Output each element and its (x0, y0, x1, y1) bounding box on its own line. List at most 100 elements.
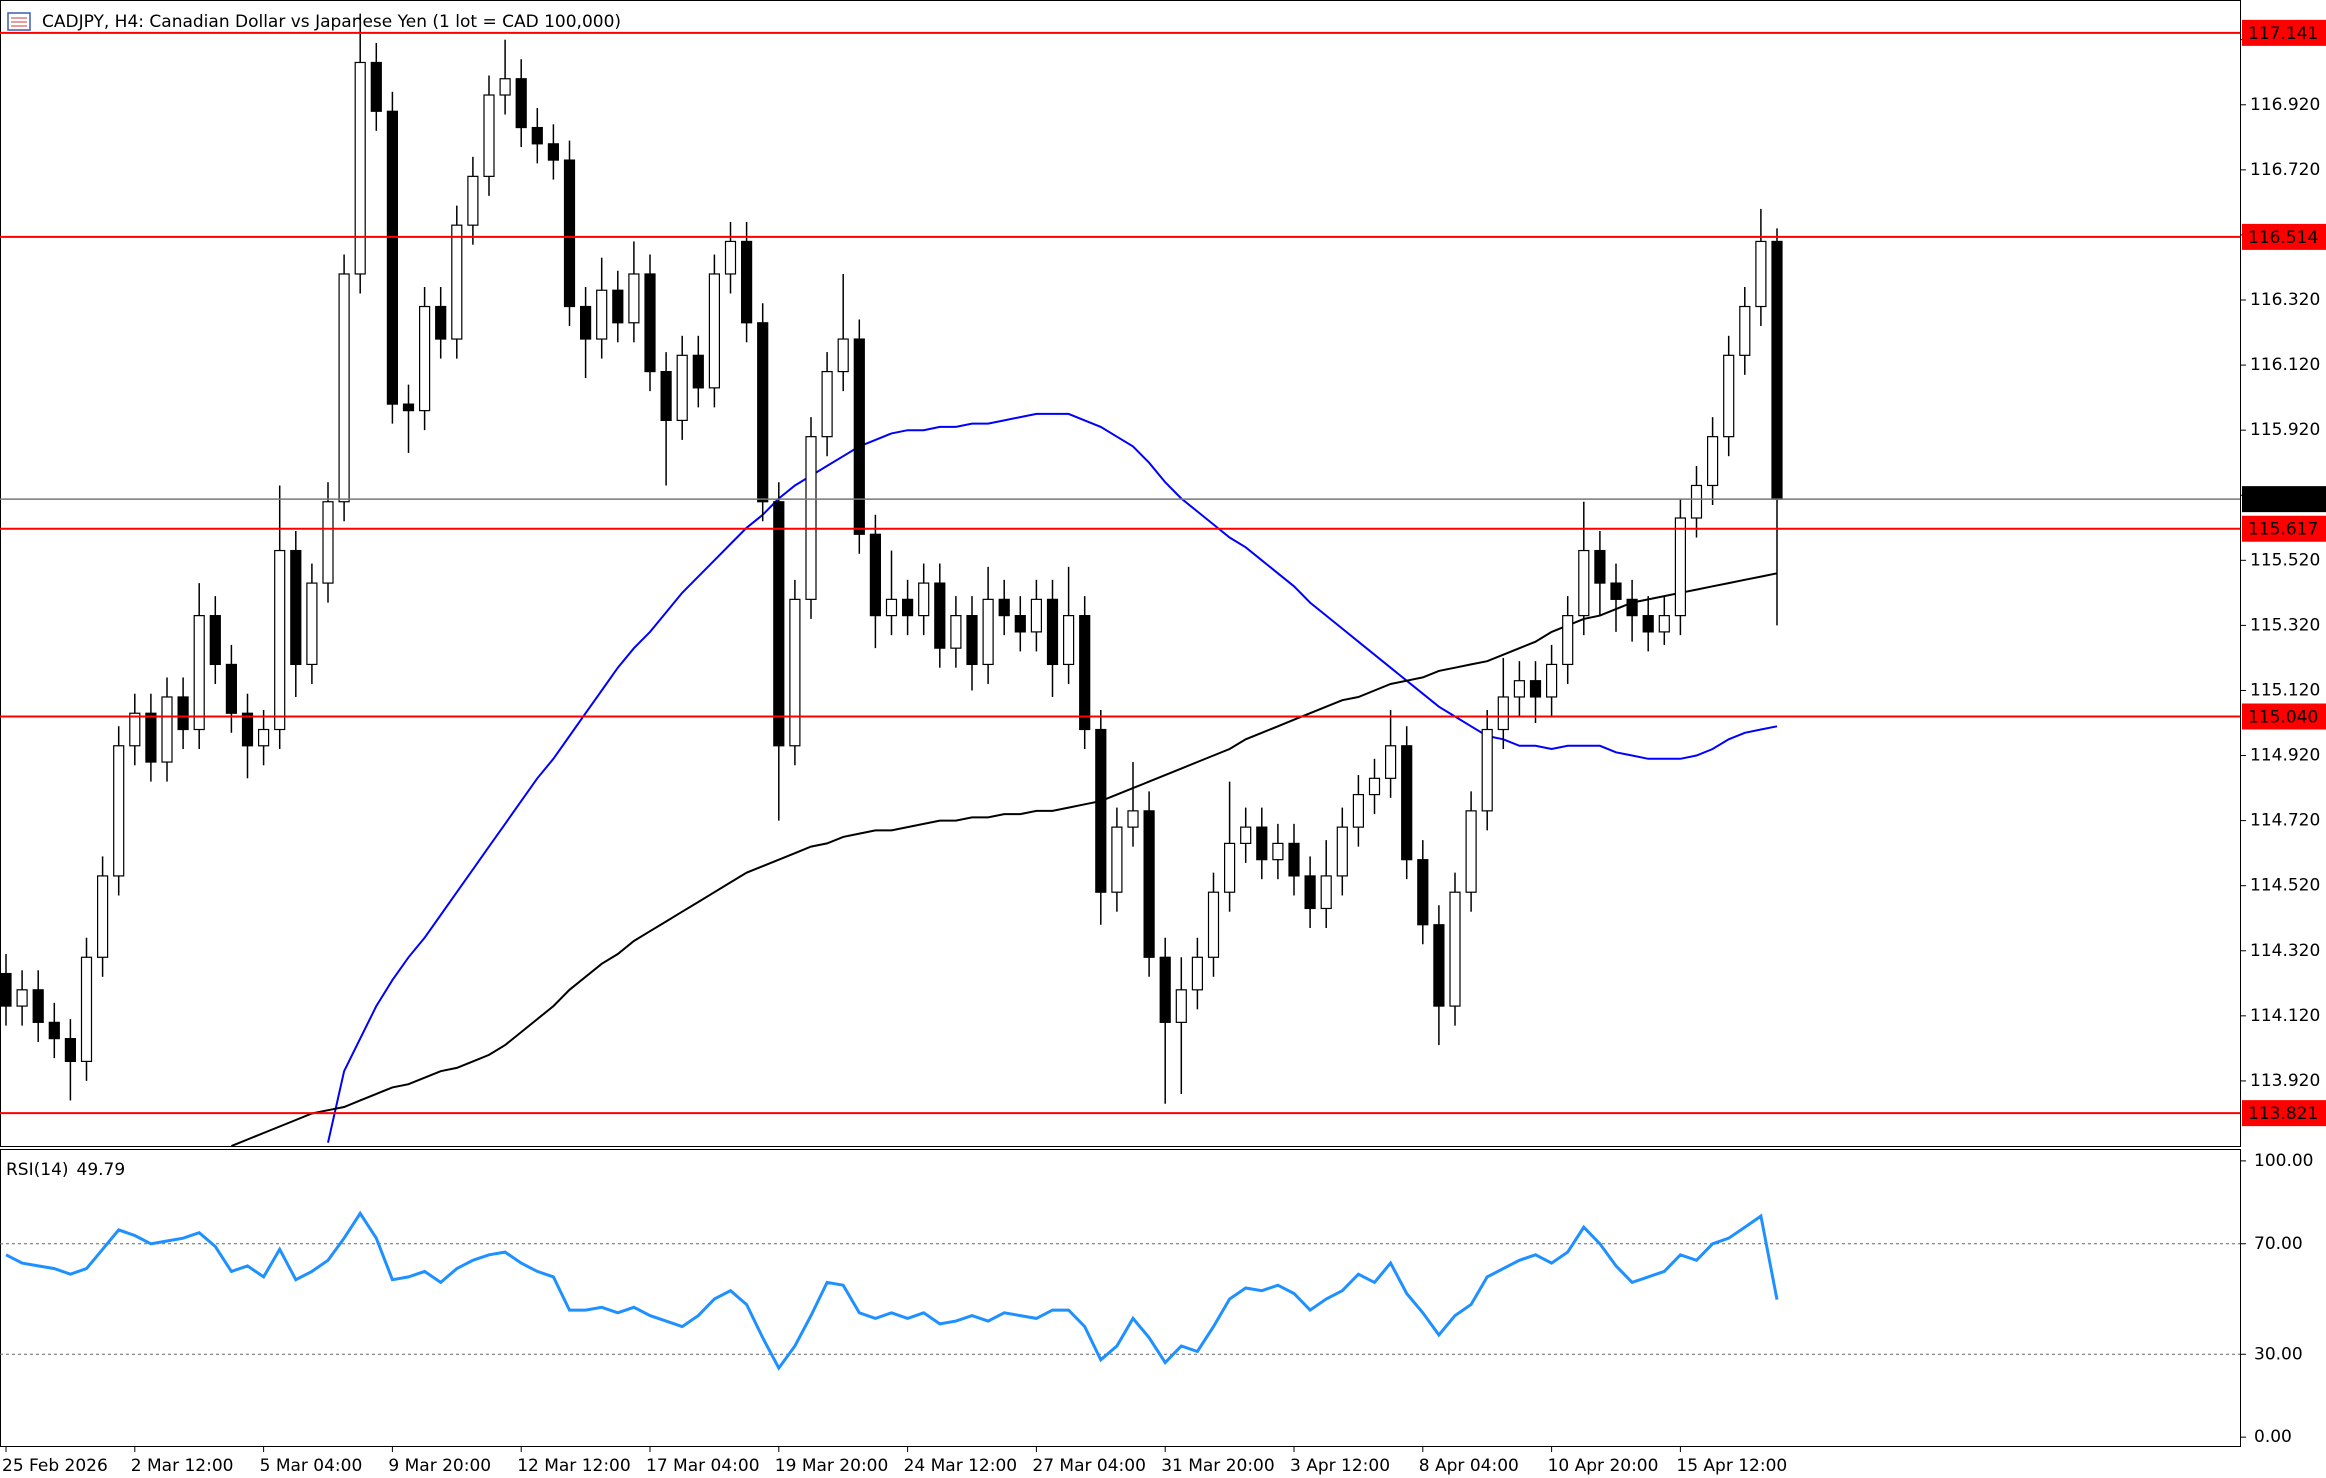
y-tick-label: 115.920 (2250, 420, 2320, 440)
candle-body (563, 159, 576, 308)
indicator-value: 49.79 (77, 1160, 126, 1180)
y-tick-label: 114.720 (2250, 811, 2320, 831)
candle-body (579, 305, 592, 340)
candle-body (1256, 826, 1268, 861)
candle-body (1771, 240, 1783, 500)
x-tick-label: 31 Mar 20:00 (1161, 1456, 1275, 1476)
candle-body (306, 582, 318, 666)
candle-body (1545, 663, 1558, 698)
candle-body (32, 989, 44, 1023)
candle-body (1497, 696, 1509, 731)
y-tick-label: 114.320 (2250, 941, 2320, 961)
candle-body (16, 989, 28, 1007)
candle-body (402, 403, 415, 412)
indicator-label: RSI(14) 49.79 (6, 1160, 125, 1180)
level-label-box (2242, 515, 2326, 542)
candle-body (145, 712, 157, 763)
candle-body (950, 615, 962, 649)
candle-body (934, 582, 946, 649)
candle-body (773, 501, 785, 747)
candle-body (1739, 305, 1751, 356)
y-tick-label: 114.120 (2250, 1006, 2320, 1026)
rsi-tick-label: 0.00 (2254, 1427, 2292, 1447)
level-label-box (2242, 703, 2326, 730)
candle-body (1578, 549, 1590, 617)
candle-body (419, 305, 431, 412)
candle-body (998, 598, 1010, 617)
candle-body (1159, 956, 1171, 1023)
candle-body (676, 354, 688, 421)
level-label: 116.514 (2248, 228, 2318, 248)
candle-body (64, 1038, 77, 1063)
moving-average (231, 572, 1778, 1146)
candle-body (644, 273, 656, 373)
symbol-icon (7, 12, 31, 31)
candle-body (869, 533, 882, 617)
candle-body (1658, 615, 1670, 633)
level-label-box (2242, 223, 2326, 250)
x-tick-label: 9 Mar 20:00 (388, 1456, 491, 1476)
last-price-box (2242, 486, 2326, 513)
rsi-panel-frame (0, 1149, 2241, 1447)
candle-body (547, 143, 560, 161)
axes: 117.120116.920116.720116.520116.320116.1… (2, 19, 2326, 1476)
candle-body (1529, 680, 1542, 698)
y-tick-label: 116.320 (2250, 290, 2320, 310)
x-tick-label: 25 Feb 2026 (2, 1456, 108, 1476)
candle-body (901, 598, 914, 617)
rsi-plot (0, 1210, 2240, 1371)
level-label: 117.141 (2248, 24, 2318, 44)
x-tick-label: 3 Apr 12:00 (1290, 1456, 1390, 1476)
candle-body (1562, 615, 1574, 666)
candle-body (1030, 598, 1043, 633)
candle-body (1191, 956, 1204, 991)
candle-body (80, 956, 93, 1063)
x-tick-label: 24 Mar 12:00 (904, 1456, 1018, 1476)
candle-body (451, 224, 463, 340)
candle-body (1352, 793, 1365, 828)
candle-body (274, 549, 286, 731)
candle-body (1288, 842, 1300, 877)
candle-body (483, 94, 495, 177)
x-tick-label: 27 Mar 04:00 (1032, 1456, 1146, 1476)
candle-body (724, 240, 737, 275)
candle-body (1223, 842, 1236, 893)
indicator-line (5, 1210, 1779, 1371)
candle-body (1706, 436, 1719, 487)
chart-title: CADJPY, H4: Canadian Dollar vs Japanese … (42, 12, 621, 32)
x-tick-label: 15 Apr 12:00 (1676, 1456, 1787, 1476)
candle-body (193, 615, 205, 731)
x-tick-label: 19 Mar 20:00 (775, 1456, 889, 1476)
candle-body (1320, 875, 1332, 910)
candle-body (1095, 728, 1107, 893)
y-tick-label: 113.920 (2250, 1071, 2320, 1091)
candle-body (386, 110, 398, 405)
y-tick-label: 116.120 (2250, 355, 2320, 375)
candle-body (354, 61, 366, 275)
candle-body (982, 598, 994, 666)
candle-body (1111, 826, 1123, 893)
rsi-tick-label: 100.00 (2254, 1151, 2313, 1171)
candle-body (48, 1021, 60, 1040)
y-tick-label: 115.320 (2250, 615, 2320, 635)
candle-body (853, 338, 865, 535)
y-tick-label: 116.720 (2250, 160, 2320, 180)
candle-body (1465, 810, 1477, 893)
candle-body (241, 712, 254, 747)
candle-body (225, 663, 237, 714)
candle-body (338, 273, 350, 503)
level-label: 113.821 (2248, 1104, 2318, 1124)
candle-body (918, 582, 930, 617)
candle-body (1014, 615, 1026, 633)
candle-body (1481, 728, 1493, 812)
candle-body (129, 712, 141, 747)
price-panel-frame (0, 0, 2241, 1147)
candle-body (1175, 989, 1187, 1023)
candle-body (805, 436, 817, 600)
x-tick-label: 8 Apr 04:00 (1419, 1456, 1519, 1476)
rsi-tick-label: 70.00 (2254, 1234, 2303, 1254)
candle-body (1433, 924, 1445, 1007)
candle-body (789, 598, 801, 747)
